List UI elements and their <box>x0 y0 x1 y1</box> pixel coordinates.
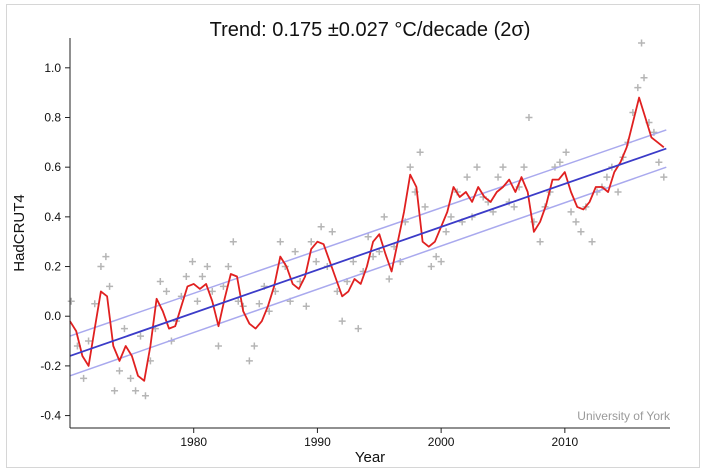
monthly-point <box>369 253 377 261</box>
y-axis-label: HadCRUT4 <box>11 194 28 272</box>
chart-marks <box>67 39 668 400</box>
monthly-point <box>127 374 135 382</box>
x-axis-label: Year <box>355 449 385 466</box>
x-axis: 1980 1990 2000 2010 <box>70 427 670 449</box>
monthly-point <box>106 282 114 290</box>
y-tick-label: 1.0 <box>44 61 61 75</box>
monthly-point <box>224 263 232 271</box>
monthly-point <box>447 213 455 221</box>
monthly-point <box>380 213 388 221</box>
monthly-point <box>349 258 357 266</box>
x-tick-label: 1990 <box>304 435 331 449</box>
credit-text: University of York <box>577 409 671 423</box>
monthly-point <box>520 163 528 171</box>
trend-line <box>69 147 667 357</box>
monthly-point <box>307 238 315 246</box>
monthly-point <box>85 337 93 345</box>
monthly-point <box>302 302 310 310</box>
y-axis: -0.4 -0.2 0.0 0.2 0.4 0.6 0.8 1.0 <box>40 38 71 428</box>
monthly-point <box>120 325 128 333</box>
monthly-point <box>494 173 502 181</box>
monthly-point <box>562 148 570 156</box>
monthly-point <box>208 287 216 295</box>
monthly-point <box>427 263 435 271</box>
monthly-point <box>406 163 414 171</box>
trend-upper-line <box>69 129 667 337</box>
monthly-point <box>111 387 119 395</box>
monthly-point <box>188 258 196 266</box>
monthly-point <box>463 173 471 181</box>
smoothed-line <box>69 96 665 382</box>
monthly-point <box>182 272 190 280</box>
y-tick-label: 0.8 <box>44 110 61 124</box>
monthly-point <box>572 218 580 226</box>
x-tick-label: 2010 <box>551 435 578 449</box>
monthly-point <box>193 297 201 305</box>
monthly-point <box>141 392 149 400</box>
monthly-series <box>67 39 668 400</box>
chart-frame <box>6 4 700 468</box>
monthly-point <box>91 300 99 308</box>
monthly-point <box>229 238 237 246</box>
monthly-point <box>97 263 105 271</box>
trend-lower-line <box>69 166 667 377</box>
monthly-point <box>634 84 642 92</box>
y-tick-label: -0.4 <box>40 409 61 423</box>
monthly-point <box>385 275 393 283</box>
monthly-point <box>655 158 663 166</box>
monthly-point <box>567 208 575 216</box>
monthly-point <box>219 282 227 290</box>
monthly-point <box>421 203 429 211</box>
monthly-point <box>291 248 299 256</box>
y-tick-label: 0.2 <box>44 260 61 274</box>
monthly-point <box>499 163 507 171</box>
monthly-point <box>525 113 533 121</box>
monthly-point <box>437 258 445 266</box>
monthly-point <box>638 39 646 47</box>
y-tick-label: -0.2 <box>40 359 61 373</box>
chart-title: Trend: 0.175 ±0.027 °C/decade (2σ) <box>210 19 531 41</box>
x-tick-label: 1980 <box>180 435 207 449</box>
monthly-point <box>577 228 585 236</box>
monthly-point <box>132 387 140 395</box>
plot-area <box>67 39 668 400</box>
y-tick-label: 0.6 <box>44 160 61 174</box>
monthly-point <box>364 233 372 241</box>
monthly-point <box>255 300 263 308</box>
monthly-point <box>338 317 346 325</box>
y-tick-label: 0.0 <box>44 309 61 323</box>
y-tick-label: 0.4 <box>44 210 61 224</box>
monthly-point <box>312 258 320 266</box>
monthly-point <box>588 238 596 246</box>
monthly-point <box>603 173 611 181</box>
monthly-point <box>473 163 481 171</box>
monthly-point <box>250 342 258 350</box>
monthly-point <box>67 297 75 305</box>
monthly-point <box>214 342 222 350</box>
monthly-point <box>80 374 88 382</box>
monthly-point <box>442 228 450 236</box>
monthly-point <box>640 74 648 82</box>
monthly-point <box>317 223 325 231</box>
monthly-point <box>510 203 518 211</box>
x-tick-label: 2000 <box>428 435 455 449</box>
monthly-point <box>137 332 145 340</box>
monthly-point <box>328 228 336 236</box>
monthly-point <box>354 325 362 333</box>
monthly-point <box>660 173 668 181</box>
monthly-point <box>432 253 440 261</box>
monthly-point <box>156 277 164 285</box>
monthly-point <box>416 148 424 156</box>
monthly-point <box>556 158 564 166</box>
monthly-point <box>162 287 170 295</box>
monthly-point <box>536 238 544 246</box>
monthly-point <box>203 263 211 271</box>
monthly-point <box>102 253 110 261</box>
monthly-point <box>115 367 123 375</box>
monthly-point <box>245 357 253 365</box>
monthly-point <box>614 188 622 196</box>
monthly-point <box>198 272 206 280</box>
monthly-point <box>276 238 284 246</box>
